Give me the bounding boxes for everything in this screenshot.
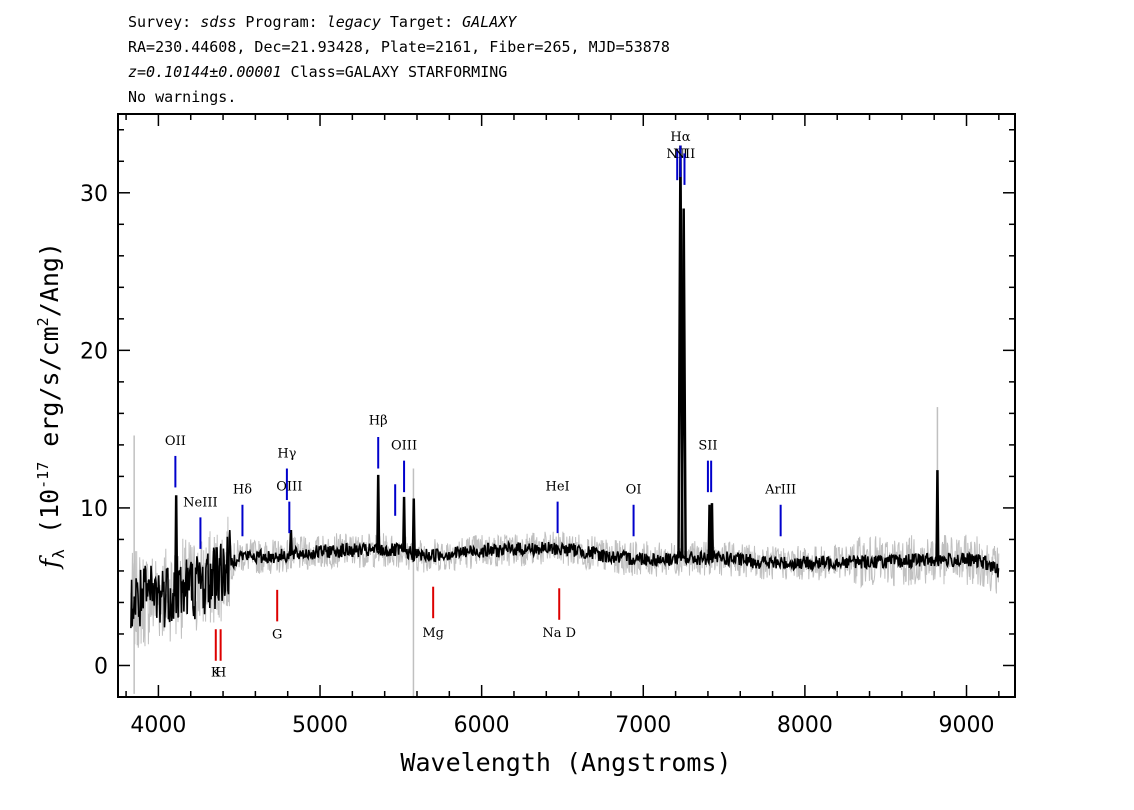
emission-line-label: Hβ bbox=[369, 413, 388, 428]
target-value: GALAXY bbox=[462, 13, 517, 31]
emission-line-label: ArIII bbox=[764, 483, 796, 498]
survey-value: sdss bbox=[200, 13, 237, 31]
header-line-4: No warnings. bbox=[128, 88, 237, 106]
flux-peak bbox=[288, 529, 293, 555]
flux-peak bbox=[680, 208, 687, 559]
absorption-line-label: G bbox=[272, 628, 282, 643]
emission-line-label: HeI bbox=[546, 480, 570, 495]
flux-peak bbox=[214, 547, 219, 576]
target-prefix: Target: bbox=[380, 13, 463, 31]
y-tick-label: 10 bbox=[80, 497, 108, 522]
emission-line-label: OII bbox=[165, 434, 186, 449]
absorption-line-label: H bbox=[215, 666, 226, 681]
emission-line-label: Hα bbox=[670, 130, 690, 145]
program-value: legacy bbox=[326, 13, 381, 31]
x-axis-title: Wavelength (Angstroms) bbox=[400, 748, 731, 777]
header-line-2: RA=230.44608, Dec=21.93428, Plate=2161, … bbox=[128, 38, 670, 56]
flux-peak bbox=[935, 470, 940, 560]
axes: 4000 5000 6000 7000 8000 9000 0 10 20 30 bbox=[80, 114, 1015, 738]
emission-line-label: NeIII bbox=[183, 495, 217, 510]
x-tick-label: 5000 bbox=[292, 713, 348, 738]
y-tick-label: 20 bbox=[80, 339, 108, 364]
program-prefix: Program: bbox=[236, 13, 327, 31]
absorption-line-label: K bbox=[211, 666, 221, 681]
emission-line-label: SII bbox=[698, 439, 717, 454]
absorption-line-label: Mg bbox=[422, 626, 444, 641]
flux-line bbox=[130, 530, 1000, 629]
emission-line-label: OIII bbox=[391, 439, 417, 454]
emission-line-label: NII bbox=[666, 147, 688, 162]
flux-peak bbox=[707, 504, 712, 559]
emission-line-label: Hγ bbox=[277, 446, 296, 461]
x-tick-label: 8000 bbox=[777, 713, 833, 738]
flux-peak bbox=[376, 474, 381, 551]
x-tick-label: 6000 bbox=[454, 713, 510, 738]
y-tick-label: 30 bbox=[80, 182, 108, 207]
y-axis-title: fλ (10-17 erg/s/cm2/Ang) bbox=[34, 242, 68, 570]
flux-peak bbox=[402, 496, 407, 552]
flux-peak bbox=[411, 498, 416, 555]
emission-line-label: OI bbox=[626, 483, 642, 498]
header-line-3: z=0.10144±0.00001 Class=GALAXY STARFORMI… bbox=[128, 62, 507, 82]
x-tick-label: 7000 bbox=[615, 713, 671, 738]
plot-frame bbox=[117, 113, 1016, 698]
emission-line-label: OIII bbox=[276, 480, 302, 495]
survey-prefix: Survey: bbox=[128, 13, 201, 31]
emission-line-label: Hδ bbox=[233, 483, 252, 498]
flux-peak bbox=[174, 495, 179, 590]
redshift-value: z=0.10144±0.00001 bbox=[128, 63, 282, 81]
emission-line-label: NII bbox=[674, 147, 696, 162]
x-tick-label: 4000 bbox=[130, 713, 186, 738]
class-value: Class=GALAXY STARFORMING bbox=[281, 63, 508, 81]
absorption-line-label: Na D bbox=[542, 626, 576, 641]
x-tick-label: 9000 bbox=[939, 713, 995, 738]
y-tick-label: 0 bbox=[94, 654, 108, 679]
flux-peak bbox=[709, 503, 715, 559]
header-line-1: Survey: sdss Program: legacy Target: GAL… bbox=[128, 12, 516, 32]
